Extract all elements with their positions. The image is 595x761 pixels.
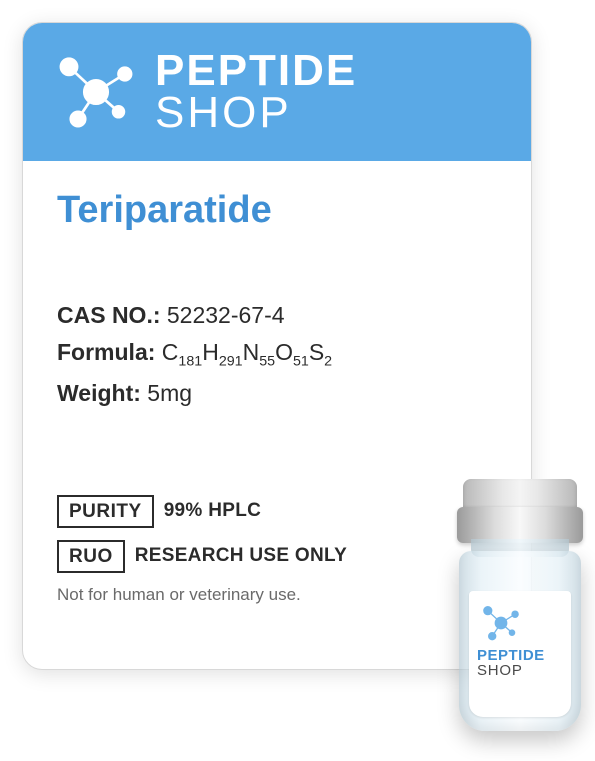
- spec-cas: CAS NO.: 52232-67-4: [57, 302, 497, 329]
- brand-line-1: PEPTIDE: [155, 50, 357, 92]
- vial-molecule-icon: [477, 601, 525, 645]
- purity-badge: PURITY: [57, 495, 154, 528]
- ruo-row: RUO RESEARCH USE ONLY: [57, 540, 497, 573]
- card-header: PEPTIDE SHOP: [23, 23, 531, 161]
- spec-weight-value: 5mg: [147, 380, 192, 406]
- vial-body: PEPTIDE SHOP: [459, 551, 581, 731]
- ruo-text: RESEARCH USE ONLY: [135, 545, 347, 567]
- disclaimer-text: Not for human or veterinary use.: [57, 585, 497, 605]
- spec-cas-value: 52232-67-4: [167, 302, 285, 328]
- vial-brand-line-2: SHOP: [477, 662, 563, 679]
- ruo-badge: RUO: [57, 540, 125, 573]
- spec-formula-label: Formula:: [57, 339, 155, 365]
- vial-collar: [457, 507, 583, 543]
- vial-label: PEPTIDE SHOP: [469, 591, 571, 717]
- molecule-icon: [51, 47, 141, 137]
- spec-cas-label: CAS NO.:: [57, 302, 161, 328]
- brand-line-2: SHOP: [155, 92, 357, 134]
- badges-block: PURITY 99% HPLC RUO RESEARCH USE ONLY No…: [57, 495, 497, 605]
- purity-row: PURITY 99% HPLC: [57, 495, 497, 528]
- vial-illustration: PEPTIDE SHOP: [445, 479, 595, 739]
- spec-formula: Formula: C181H291N55O51S2: [57, 339, 497, 370]
- spec-weight: Weight: 5mg: [57, 380, 497, 407]
- purity-text: 99% HPLC: [164, 500, 261, 522]
- spec-weight-label: Weight:: [57, 380, 141, 406]
- spec-formula-value: C181H291N55O51S2: [162, 339, 332, 365]
- product-name: Teriparatide: [57, 189, 497, 232]
- brand-wordmark: PEPTIDE SHOP: [155, 50, 357, 134]
